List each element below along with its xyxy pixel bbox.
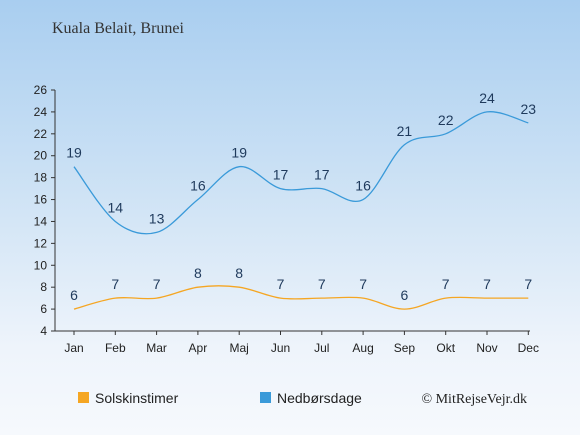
y-tick-label: 8	[40, 280, 47, 294]
data-labels-layer: 6 7 7 8 8 7 7 7 6 7 7 7 19 14 13 16 19 17 17 16 21 22 24 23	[66, 90, 536, 303]
y-tick-label: 22	[34, 127, 48, 141]
x-tick-label: Apr	[189, 341, 208, 355]
sunshine-hours-data-label: 7	[442, 276, 450, 292]
y-tick-label: 16	[34, 193, 48, 207]
rain-days-data-label: 16	[355, 178, 371, 194]
x-tick-label: Jun	[271, 341, 290, 355]
sunshine-hours-data-label: 6	[70, 287, 78, 303]
sunshine-hours-data-label: 7	[153, 276, 161, 292]
rain-days-data-label: 24	[479, 90, 495, 106]
x-tick-label: Okt	[436, 341, 455, 355]
y-tick-label: 6	[40, 302, 47, 316]
rain-days-data-label: 19	[231, 145, 247, 161]
x-tick-label: Feb	[105, 341, 126, 355]
legend-solskinstimer: Solskinstimer	[78, 390, 179, 406]
y-tick-label: 18	[34, 171, 48, 185]
legend-solskinstimer-label: Solskinstimer	[95, 390, 179, 406]
x-tick-label: Dec	[518, 341, 539, 355]
legend-nedborsdage-swatch	[260, 392, 271, 403]
x-tick-label: Mar	[146, 341, 167, 355]
sunshine-hours-data-label: 8	[235, 265, 243, 281]
x-tick-label: Jul	[314, 341, 329, 355]
x-tick-label: Sep	[394, 341, 416, 355]
chart-title: Kuala Belait, Brunei	[52, 20, 184, 37]
rain-days-data-label: 19	[66, 145, 82, 161]
y-tick-label: 12	[34, 236, 48, 250]
sunshine-hours-data-label: 7	[524, 276, 532, 292]
y-tick-label: 4	[40, 324, 47, 338]
x-tick-label: Aug	[352, 341, 373, 355]
y-tick-label: 20	[34, 149, 48, 163]
rain-days-data-label: 17	[273, 167, 289, 183]
x-tick-label: Maj	[230, 341, 249, 355]
sunshine-hours-data-label: 8	[194, 265, 202, 281]
y-tick-label: 10	[34, 258, 48, 272]
series-layer	[73, 111, 529, 310]
sunshine-hours-data-label: 7	[111, 276, 119, 292]
sunshine-hours-data-label: 7	[483, 276, 491, 292]
rain-days-data-label: 21	[397, 123, 413, 139]
x-tick-label: Nov	[476, 341, 497, 355]
x-tick-label: Jan	[64, 341, 83, 355]
rain-days-data-label: 17	[314, 167, 330, 183]
sunshine-hours-data-label: 7	[359, 276, 367, 292]
rain-days-data-label: 23	[521, 101, 537, 117]
rain-days-line	[73, 111, 529, 235]
y-tick-label: 24	[34, 105, 48, 119]
rain-days-data-label: 13	[149, 210, 165, 226]
sunshine-hours-data-label: 7	[277, 276, 285, 292]
copyright-text: © MitRejseVejr.dk	[421, 392, 527, 407]
legend: Solskinstimer Nedbørsdage © MitRejseVejr.d…	[78, 390, 527, 407]
rain-days-data-label: 16	[190, 178, 206, 194]
sunshine-hours-data-label: 7	[318, 276, 326, 292]
y-tick-label: 14	[34, 214, 48, 228]
sunshine-hours-line	[73, 285, 529, 310]
legend-nedborsdage: Nedbørsdage	[260, 390, 362, 406]
legend-solskinstimer-swatch	[78, 392, 89, 403]
legend-nedborsdage-label: Nedbørsdage	[277, 390, 362, 406]
y-tick-label: 26	[34, 83, 48, 97]
rain-days-data-label: 22	[438, 112, 454, 128]
sunshine-hours-data-label: 6	[401, 287, 409, 303]
axes: 4 6 8 10 12 14 16 18 20 22 24 26 Jan Feb Mar Apr Maj Jun J…	[34, 83, 539, 355]
rain-days-data-label: 14	[108, 199, 124, 215]
